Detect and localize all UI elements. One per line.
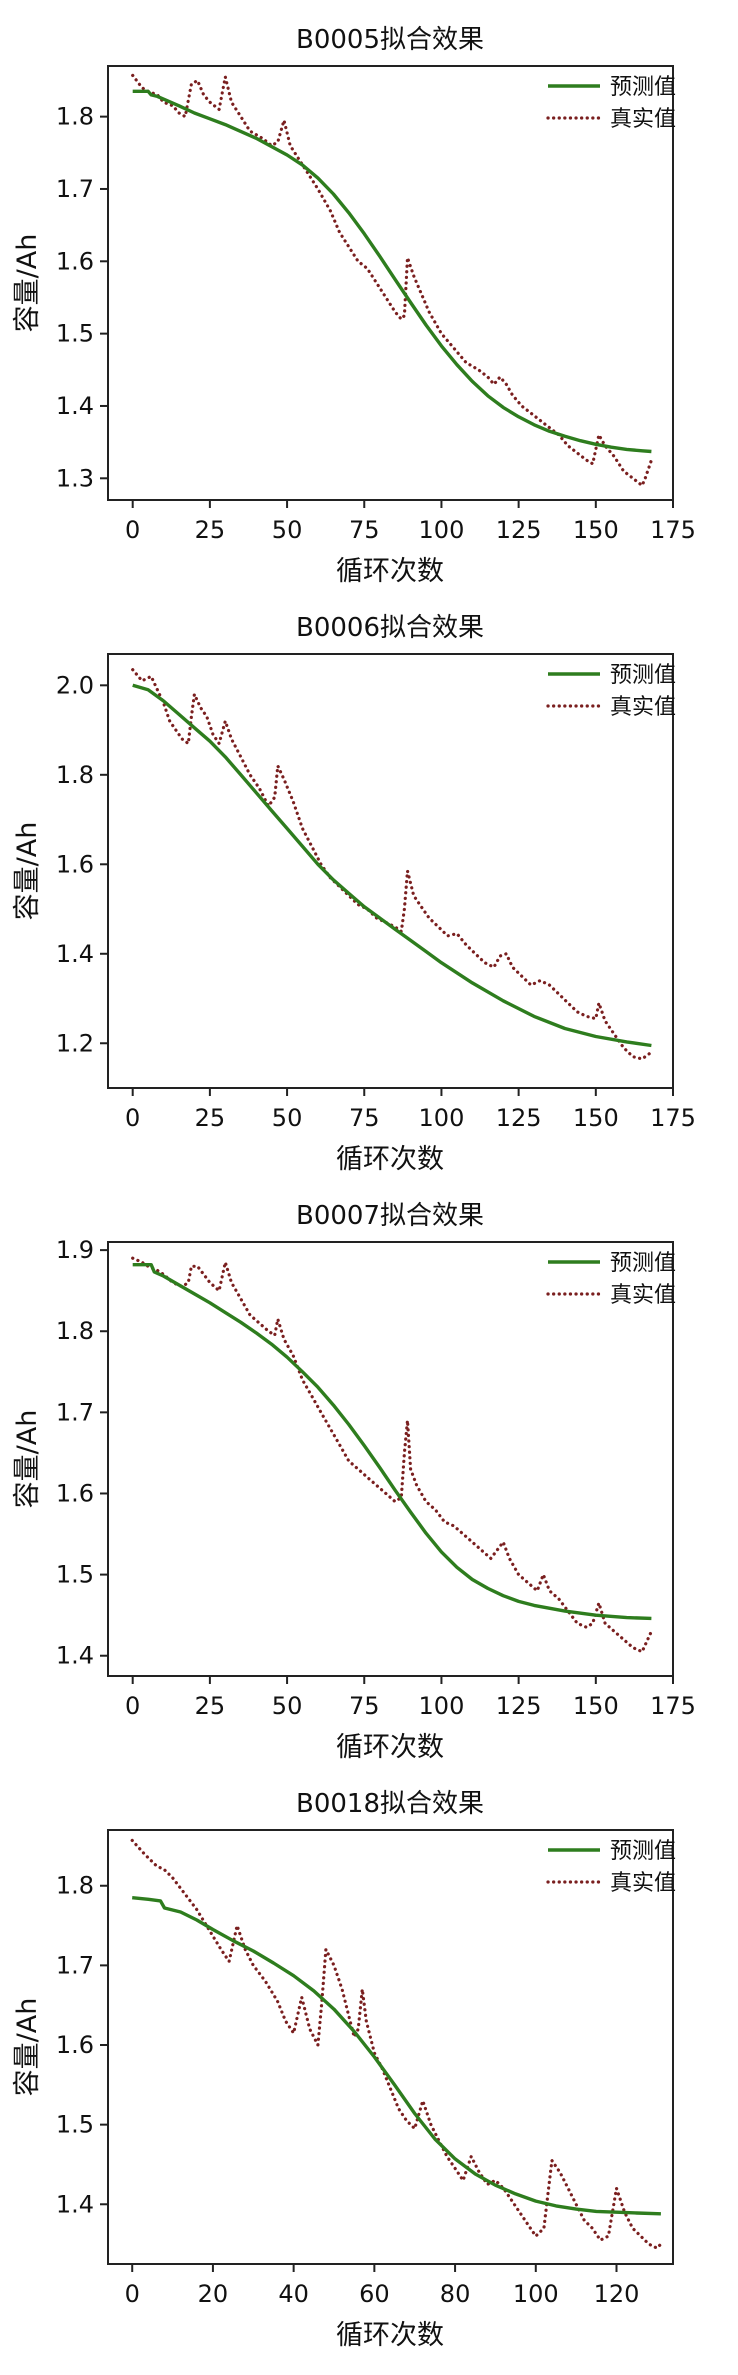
chart-panel-2: B0006拟合效果 0 25 50 75 100 125 150 175 1.2 1.4 1.6 1.8… bbox=[12, 613, 696, 1175]
y-tick-label: 1.4 bbox=[56, 392, 94, 420]
y-tick-label: 1.6 bbox=[56, 247, 94, 275]
chart-title: B0005拟合效果 bbox=[296, 25, 484, 55]
y-tick-label: 1.7 bbox=[56, 175, 94, 203]
legend-label: 预测值 bbox=[610, 663, 676, 688]
y-axis-label: 容量/Ah bbox=[12, 234, 43, 333]
plot-frame bbox=[107, 653, 674, 1089]
legend-label: 真实值 bbox=[610, 1283, 676, 1308]
series-line-actual bbox=[131, 1256, 653, 1654]
y-tick-label: 1.5 bbox=[56, 320, 94, 348]
y-tick-label: 1.2 bbox=[56, 1029, 94, 1057]
x-tick-label: 50 bbox=[272, 1104, 303, 1132]
x-axis-label: 循环次数 bbox=[336, 1732, 444, 1763]
x-tick-label: 75 bbox=[349, 516, 380, 544]
y-tick-label: 1.9 bbox=[56, 1236, 94, 1264]
series-line-predicted bbox=[132, 1263, 652, 1621]
legend-label: 预测值 bbox=[610, 1251, 676, 1276]
x-tick-label: 175 bbox=[650, 1104, 696, 1132]
x-tick-label: 120 bbox=[594, 2280, 640, 2308]
y-tick-label: 1.8 bbox=[56, 761, 94, 789]
x-tick-label: 175 bbox=[650, 516, 696, 544]
x-tick-label: 100 bbox=[419, 1692, 465, 1720]
x-tick-label: 60 bbox=[359, 2280, 390, 2308]
chart-title: B0007拟合效果 bbox=[296, 1201, 484, 1231]
y-tick-label: 1.7 bbox=[56, 1398, 94, 1426]
chart-panel-3: B0007拟合效果 0 25 50 75 100 125 150 175 1.4 1.5 1.6 1.7… bbox=[12, 1201, 696, 1763]
series-line-predicted bbox=[132, 89, 652, 454]
series-line-actual bbox=[131, 73, 653, 488]
x-tick-label: 150 bbox=[573, 1692, 619, 1720]
x-tick-label: 150 bbox=[573, 516, 619, 544]
y-tick-label: 1.7 bbox=[56, 1951, 94, 1979]
x-tick-label: 125 bbox=[496, 1692, 542, 1720]
y-tick-label: 1.6 bbox=[56, 2031, 94, 2059]
chart-title: B0006拟合效果 bbox=[296, 613, 484, 643]
x-tick-label: 125 bbox=[496, 516, 542, 544]
chart-panel-1: B0005拟合效果 0 25 50 75 100 125 150 175 1.3 1.4 1.5 1.6… bbox=[12, 25, 696, 587]
x-axis-label: 循环次数 bbox=[336, 556, 444, 587]
legend-label: 预测值 bbox=[610, 75, 676, 100]
series-line-actual bbox=[131, 668, 653, 1061]
y-tick-label: 1.8 bbox=[56, 103, 94, 131]
x-tick-label: 100 bbox=[513, 2280, 559, 2308]
y-axis-label: 容量/Ah bbox=[12, 822, 43, 921]
x-tick-label: 25 bbox=[195, 516, 226, 544]
x-tick-label: 175 bbox=[650, 1692, 696, 1720]
series-line-actual bbox=[130, 1838, 663, 2250]
x-tick-label: 150 bbox=[573, 1104, 619, 1132]
y-axis-label: 容量/Ah bbox=[12, 1410, 43, 1509]
chart-panel-4: B0018拟合效果 0 20 40 60 80 100 120 1.4 1.5 1.6 1.7 1.8 循… bbox=[12, 1789, 676, 2351]
x-tick-label: 25 bbox=[195, 1692, 226, 1720]
x-tick-label: 50 bbox=[272, 1692, 303, 1720]
y-tick-label: 2.0 bbox=[56, 671, 94, 699]
legend-label: 真实值 bbox=[610, 107, 676, 132]
x-tick-label: 20 bbox=[198, 2280, 229, 2308]
y-tick-label: 1.4 bbox=[56, 1642, 94, 1670]
legend-label: 真实值 bbox=[610, 1871, 676, 1896]
x-tick-label: 75 bbox=[349, 1692, 380, 1720]
y-tick-label: 1.8 bbox=[56, 1317, 94, 1345]
plot-frame bbox=[107, 1829, 674, 2265]
x-tick-label: 100 bbox=[419, 1104, 465, 1132]
chart-title: B0018拟合效果 bbox=[296, 1789, 484, 1819]
x-tick-label: 0 bbox=[125, 2280, 140, 2308]
y-tick-label: 1.6 bbox=[56, 850, 94, 878]
x-tick-label: 40 bbox=[278, 2280, 309, 2308]
x-tick-label: 80 bbox=[440, 2280, 471, 2308]
legend-label: 真实值 bbox=[610, 695, 676, 720]
x-tick-label: 0 bbox=[125, 516, 140, 544]
y-tick-label: 1.5 bbox=[56, 2111, 94, 2139]
y-tick-label: 1.8 bbox=[56, 1872, 94, 1900]
y-tick-label: 1.3 bbox=[56, 464, 94, 492]
y-tick-label: 1.4 bbox=[56, 2190, 94, 2218]
x-axis-label: 循环次数 bbox=[336, 2320, 444, 2351]
y-tick-label: 1.6 bbox=[56, 1479, 94, 1507]
x-tick-label: 0 bbox=[125, 1692, 140, 1720]
x-tick-label: 125 bbox=[496, 1104, 542, 1132]
y-axis-label: 容量/Ah bbox=[12, 1998, 43, 2097]
x-tick-label: 50 bbox=[272, 516, 303, 544]
x-tick-label: 25 bbox=[195, 1104, 226, 1132]
x-tick-label: 75 bbox=[349, 1104, 380, 1132]
y-tick-label: 1.5 bbox=[56, 1561, 94, 1589]
x-tick-label: 100 bbox=[419, 516, 465, 544]
series-line-predicted bbox=[132, 1896, 661, 2216]
plot-frame bbox=[107, 65, 674, 501]
x-axis-label: 循环次数 bbox=[336, 1144, 444, 1175]
plot-frame bbox=[107, 1241, 674, 1677]
series-line-predicted bbox=[132, 683, 652, 1048]
y-tick-label: 1.4 bbox=[56, 940, 94, 968]
x-tick-label: 0 bbox=[125, 1104, 140, 1132]
legend-label: 预测值 bbox=[610, 1839, 676, 1864]
